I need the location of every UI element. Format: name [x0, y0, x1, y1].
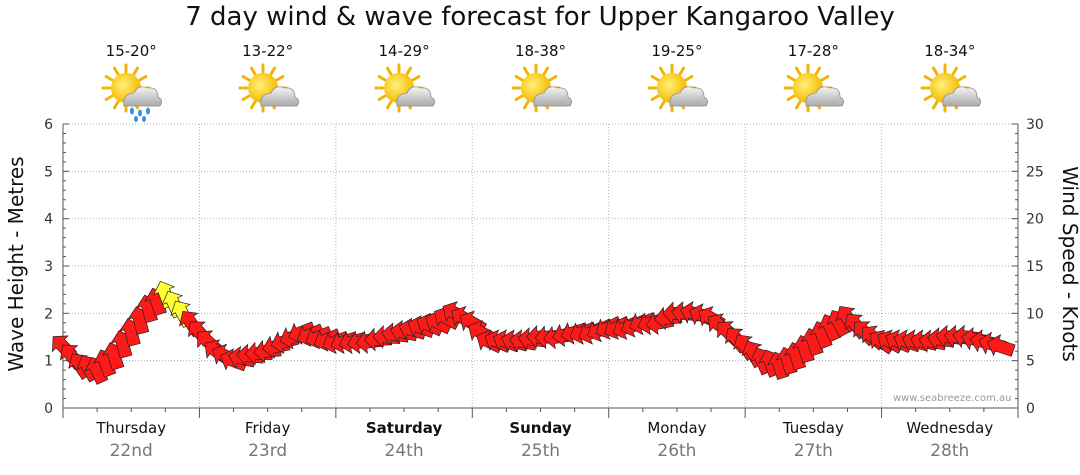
chart-title: 7 day wind & wave forecast for Upper Kan… — [185, 2, 895, 32]
y-tick-label-left: 4 — [44, 212, 53, 228]
y-tick-label-left: 1 — [44, 354, 53, 370]
x-tick-label-day: Sunday — [509, 419, 572, 437]
partly-cloudy-icon — [915, 62, 985, 122]
y-tick-label-right: 30 — [1026, 117, 1044, 133]
watermark: www.seabreeze.com.au — [893, 393, 1012, 404]
x-tick-label-date: 22nd — [109, 441, 153, 461]
x-tick-label-date: 26th — [657, 441, 697, 461]
y-tick-label-left: 2 — [44, 306, 53, 322]
x-tick-label-day: Monday — [647, 419, 707, 437]
x-tick-label-day: Friday — [244, 419, 291, 437]
y-tick-label-right: 25 — [1026, 164, 1044, 180]
x-tick-label-date: 28th — [930, 441, 970, 461]
temperature-range: 15-20° — [105, 42, 157, 60]
partly-cloudy-icon — [506, 62, 576, 122]
partly-cloudy-icon — [233, 62, 303, 122]
temperature-range: 19-25° — [651, 42, 703, 60]
y-axis-right-label: Wind Speed - Knots — [1058, 166, 1080, 362]
x-tick-label-date: 27th — [793, 441, 833, 461]
y-tick-label-right: 15 — [1026, 259, 1044, 275]
day-weather-thursday: 15-20° — [81, 42, 181, 122]
y-tick-label-left: 6 — [44, 117, 53, 133]
y-tick-label-right: 10 — [1026, 306, 1044, 322]
temperature-range: 14-29° — [378, 42, 430, 60]
y-tick-label-left: 5 — [44, 164, 53, 180]
day-weather-friday: 13-22° — [218, 42, 318, 122]
x-tick-label-date: 23rd — [248, 441, 288, 461]
y-tick-label-left: 3 — [44, 259, 53, 275]
y-axis-left-label: Wave Height - Metres — [4, 156, 28, 372]
y-tick-label-right: 5 — [1026, 354, 1035, 370]
day-weather-saturday: 14-29° — [354, 42, 454, 122]
wind-arrow — [987, 334, 1016, 357]
day-weather-wednesday: 18-34° — [900, 42, 1000, 122]
x-tick-label-date: 24th — [384, 441, 424, 461]
y-tick-label-right: 0 — [1026, 401, 1035, 417]
x-tick-label-day: Saturday — [365, 419, 443, 437]
x-tick-label-day: Tuesday — [782, 419, 844, 437]
x-tick-label-day: Thursday — [96, 419, 167, 437]
x-tick-label-day: Wednesday — [906, 419, 994, 437]
temperature-range: 17-28° — [787, 42, 839, 60]
y-tick-label-left: 0 — [44, 401, 53, 417]
day-weather-tuesday: 17-28° — [763, 42, 863, 122]
partly-cloudy-icon — [778, 62, 848, 122]
temperature-range: 13-22° — [242, 42, 294, 60]
x-tick-label-date: 25th — [520, 441, 561, 461]
y-tick-label-right: 20 — [1026, 212, 1044, 228]
day-weather-sunday: 18-38° — [491, 42, 591, 122]
day-weather-monday: 19-25° — [627, 42, 727, 122]
temperature-range: 18-34° — [924, 42, 976, 60]
partly-cloudy-icon — [642, 62, 712, 122]
sun-cloud-rain-icon — [96, 62, 166, 122]
partly-cloudy-icon — [369, 62, 439, 122]
temperature-range: 18-38° — [514, 42, 567, 60]
